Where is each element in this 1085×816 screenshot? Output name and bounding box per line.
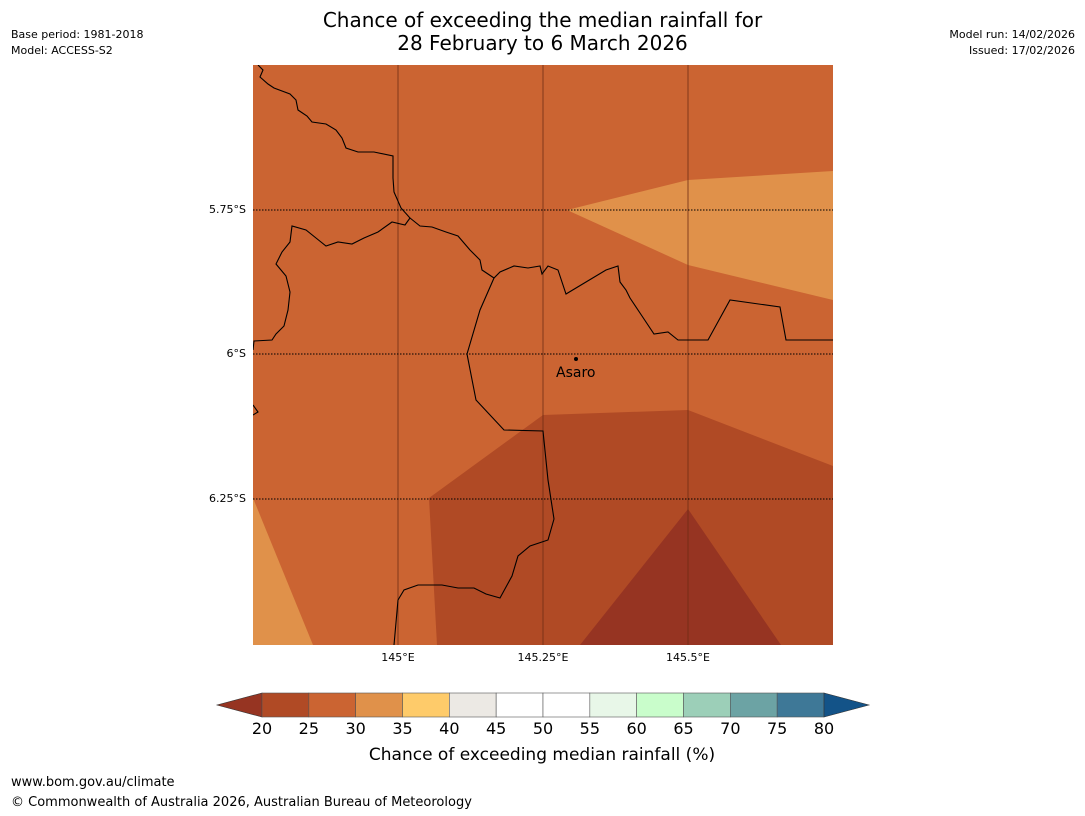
lon-label-145: 145°E (381, 651, 415, 664)
colorbar-tick-80: 80 (813, 719, 835, 738)
chart-title-line1: Chance of exceeding the median rainfall … (322, 8, 763, 32)
lat-label-6-25: 6.25°S (209, 492, 246, 505)
colorbar-tick-75: 75 (766, 719, 788, 738)
colorbar-tick-40: 40 (439, 719, 460, 738)
footer-copyright: © Commonwealth of Australia 2026, Austra… (11, 795, 472, 810)
footer-url[interactable]: www.bom.gov.au/climate (11, 775, 175, 790)
province-boundary-north (253, 65, 411, 351)
lon-label-145-25: 145.25°E (517, 651, 569, 664)
lon-label-145-5: 145.5°E (666, 651, 710, 664)
region-30-35-south-west (253, 498, 313, 645)
lat-label-6: 6°S (226, 347, 246, 360)
colorbar-tick-70: 70 (720, 719, 741, 738)
colorbar-tick-60: 60 (626, 719, 647, 738)
province-boundary-central (409, 217, 833, 341)
colorbar-label: Chance of exceeding median rainfall (%) (368, 745, 716, 765)
region-30-35-north-east (567, 171, 833, 300)
town-marker (574, 357, 578, 361)
colorbar-tick-45: 45 (485, 719, 507, 738)
model-run-date: Model run: 14/02/2026 (949, 28, 1075, 41)
region-below-20 (580, 509, 781, 645)
model-name: Model: ACCESS-S2 (11, 44, 113, 57)
colorbar-tick-35: 35 (392, 719, 413, 738)
colorbar-tick-50: 50 (532, 719, 554, 738)
base-period: Base period: 1981-2018 (11, 28, 144, 41)
colorbar-tick-25: 25 (298, 719, 319, 738)
chart-title-line2: 28 February to 6 March 2026 (397, 31, 688, 55)
issued-date: Issued: 17/02/2026 (968, 44, 1075, 57)
coast-fragment (253, 404, 259, 416)
colorbar-tick-30: 30 (345, 719, 366, 738)
colorbar-tick-55: 55 (579, 719, 600, 738)
town-label: Asaro (556, 365, 596, 381)
colorbar-tick-20: 20 (251, 719, 273, 738)
colorbar-tick-65: 65 (673, 719, 694, 738)
province-boundary-south (393, 277, 555, 645)
map-area (253, 65, 833, 645)
lat-label-5-75: 5.75°S (209, 203, 246, 216)
